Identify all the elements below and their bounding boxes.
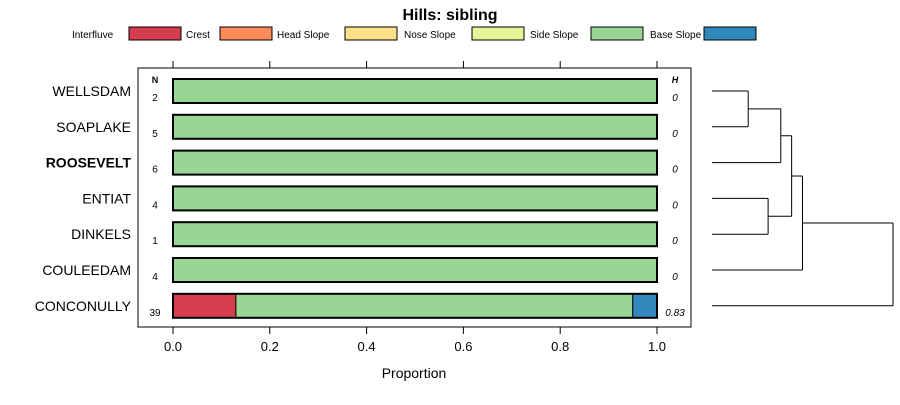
bar-segment-side-slope [235,293,634,319]
legend-label-crest: Crest [186,30,210,41]
n-value: 4 [152,272,158,283]
bar-segment-side-slope [172,221,658,247]
bar-segment-side-slope [172,257,658,283]
legend-swatch-side-slope [590,26,644,41]
h-value: 0 [672,236,678,247]
chart-title: Hills: sibling [402,7,497,24]
bar-segment-interfluve [172,293,237,319]
category-label-couleedam: COULEEDAM [42,262,131,278]
category-label-entiat: ENTIAT [82,190,131,206]
dendrogram [712,90,894,307]
h-value: 0.83 [665,308,685,319]
legend-swatch-base-slope [703,26,757,41]
h-header: H [672,75,679,85]
category-label-roosevelt: ROOSEVELT [46,155,132,171]
h-value: 0 [672,129,678,140]
top-ticks [172,61,658,68]
n-header: N [152,75,159,85]
legend-swatch-crest [219,26,273,41]
n-value: 5 [152,129,158,140]
bar-row-conconully: CONCONULLY 39 0.83 [35,292,685,319]
x-tick-label: 0.4 [358,339,376,354]
legend-label-side-slope: Side Slope [530,30,579,41]
x-tick-label: 0.8 [551,339,569,354]
h-value: 0 [672,93,678,104]
bar-outline [172,185,658,212]
n-value: 6 [152,165,158,176]
n-value: 1 [152,236,158,247]
bar-outline [172,113,658,140]
n-value: 2 [152,93,158,104]
n-value: 4 [152,200,158,211]
legend-label-base-slope: Base Slope [650,30,702,41]
x-tick-label: 0.2 [261,339,279,354]
legend-label-head-slope: Head Slope [277,30,330,41]
category-label-wellsdam: WELLSDAM [52,83,131,99]
x-tick-label: 0.0 [164,339,182,354]
bar-outline [172,292,658,319]
plot-frame [137,67,692,328]
bar-segment-side-slope [172,78,658,104]
category-label-soaplake: SOAPLAKE [56,119,131,135]
h-value: 0 [672,272,678,283]
bar-row-entiat: ENTIAT 4 0 [82,185,678,212]
legend-swatch-interfluve [128,26,182,41]
bar-outline [172,257,658,283]
bar-segment-side-slope [172,150,658,176]
legend-swatch-head-slope [344,26,398,41]
bar-segment-side-slope [172,185,658,211]
bar-outline [172,149,658,176]
legend: Interfluve Crest Head Slope Nose Slope Side … [72,26,757,41]
legend-swatch-nose-slope [471,26,525,41]
x-axis-title: Proportion [382,365,447,381]
x-tick-label: 1.0 [648,339,666,354]
bar-outline [172,78,658,104]
bar-row-couleedam: COULEEDAM 4 0 [42,257,678,283]
bar-row-dinkels: DINKELS 1 0 [71,221,678,248]
category-label-dinkels: DINKELS [71,226,131,242]
x-axis: 0.0 0.2 0.4 0.6 0.8 1.0 [164,327,666,354]
h-value: 0 [672,165,678,176]
bar-segment-base-slope [632,293,658,319]
bar-row-wellsdam: WELLSDAM 2 0 [52,78,678,104]
bar-row-soaplake: SOAPLAKE 5 0 [56,113,678,140]
x-tick-label: 0.6 [454,339,472,354]
h-value: 0 [672,200,678,211]
legend-label-interfluve: Interfluve [72,30,114,41]
n-value: 39 [149,308,161,319]
bar-segment-side-slope [172,114,658,140]
bar-outline [172,221,658,248]
bar-row-roosevelt: ROOSEVELT 6 0 [46,149,678,176]
category-label-conconully: CONCONULLY [35,298,132,314]
legend-label-nose-slope: Nose Slope [404,30,456,41]
